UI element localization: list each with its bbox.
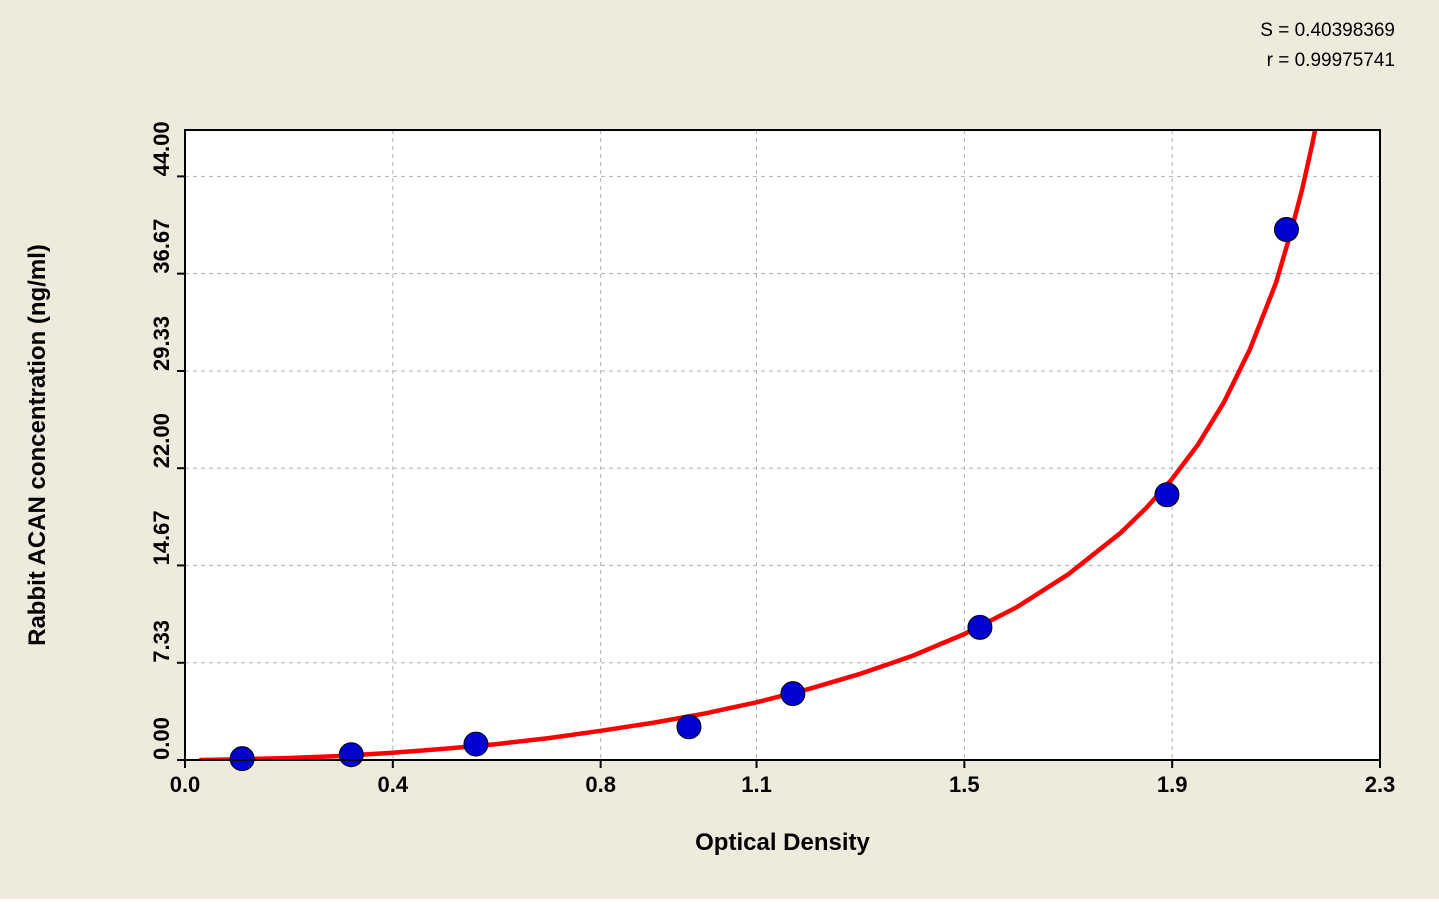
chart-container: 0.0 0.4 0.8 1.1 1.5 1.9 2.3 0.00 7.33 14.67 22.00 2… xyxy=(0,0,1439,904)
data-point xyxy=(677,715,701,739)
y-tick-label: 22.00 xyxy=(149,413,174,468)
stat-r: r = 0.99975741 xyxy=(1267,50,1395,71)
x-tick-label: 1.1 xyxy=(741,772,772,797)
data-point xyxy=(464,732,488,756)
data-point xyxy=(781,682,805,706)
y-tick-label: 44.00 xyxy=(149,121,174,176)
x-tick-label: 1.9 xyxy=(1157,772,1188,797)
y-tick-label: 29.33 xyxy=(149,316,174,371)
data-point xyxy=(230,747,254,771)
x-tick-label: 0.8 xyxy=(585,772,616,797)
y-tick-label: 36.67 xyxy=(149,219,174,274)
x-tick-label: 2.3 xyxy=(1365,772,1396,797)
x-tick-label: 0.0 xyxy=(170,772,201,797)
data-point xyxy=(339,743,363,767)
x-axis-label: Optical Density xyxy=(695,829,870,856)
data-point xyxy=(968,615,992,639)
y-axis-label: Rabbit ACAN concentration (ng/ml) xyxy=(24,244,51,646)
y-tick-label: 0.00 xyxy=(149,717,174,760)
stat-s: S = 0.40398369 xyxy=(1260,20,1395,41)
data-point xyxy=(1155,483,1179,507)
standard-curve-chart: 0.0 0.4 0.8 1.1 1.5 1.9 2.3 0.00 7.33 14.67 22.00 2… xyxy=(0,0,1439,899)
y-tick-label: 14.67 xyxy=(149,510,174,565)
x-tick-label: 0.4 xyxy=(378,772,409,797)
y-tick-label: 7.33 xyxy=(149,620,174,663)
x-tick-label: 1.5 xyxy=(949,772,980,797)
data-point xyxy=(1274,217,1298,241)
